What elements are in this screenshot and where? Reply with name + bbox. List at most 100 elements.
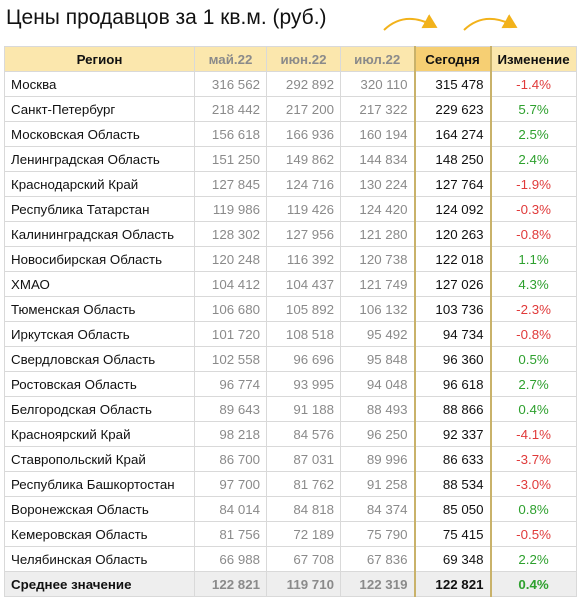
jul-cell: 67 836 — [340, 546, 415, 572]
region-cell: Краснодарский Край — [4, 171, 195, 197]
jun-cell: 84 576 — [266, 421, 341, 447]
change-cell: 2.5% — [490, 121, 577, 147]
change-cell: 0.4% — [490, 396, 577, 422]
jun-cell: 96 696 — [266, 346, 341, 372]
jul-cell: 130 224 — [340, 171, 415, 197]
region-cell: Московская Область — [4, 121, 195, 147]
today-cell: 88 534 — [413, 471, 492, 497]
region-cell: Иркутская Область — [4, 321, 195, 347]
may-cell: 156 618 — [194, 121, 267, 147]
may-cell: 84 014 — [194, 496, 267, 522]
change-cell: 0.5% — [490, 346, 577, 372]
jun-cell: 72 189 — [266, 521, 341, 547]
today-cell: 103 736 — [413, 296, 492, 322]
curved-arrow-icon — [463, 14, 518, 31]
jul-cell: 320 110 — [340, 71, 415, 97]
may-cell: 120 248 — [194, 246, 267, 272]
change-cell: -2.3% — [490, 296, 577, 322]
today-cell: 88 866 — [413, 396, 492, 422]
may-cell: 122 821 — [194, 571, 267, 597]
jun-cell: 292 892 — [266, 71, 341, 97]
today-cell: 122 821 — [413, 571, 492, 597]
jun-cell: 124 716 — [266, 171, 341, 197]
table-row: Московская Область 156 618 166 936 160 194 1… — [4, 121, 577, 147]
change-cell: 5.7% — [490, 96, 577, 122]
today-cell: 96 360 — [413, 346, 492, 372]
region-cell: Челябинская Область — [4, 546, 195, 572]
jul-cell: 160 194 — [340, 121, 415, 147]
today-cell: 164 274 — [413, 121, 492, 147]
jul-cell: 88 493 — [340, 396, 415, 422]
table-row: Челябинская Область 66 988 67 708 67 836 69 … — [4, 546, 577, 572]
table-row: Москва 316 562 292 892 320 110 315 478 -1.4% — [4, 71, 577, 97]
header-region: Регион — [4, 46, 195, 72]
may-cell: 86 700 — [194, 446, 267, 472]
today-cell: 96 618 — [413, 371, 492, 397]
may-cell: 104 412 — [194, 271, 267, 297]
change-cell: -3.7% — [490, 446, 577, 472]
change-cell: -4.1% — [490, 421, 577, 447]
jul-cell: 91 258 — [340, 471, 415, 497]
table-row: Кемеровская Область 81 756 72 189 75 790 75 … — [4, 521, 577, 547]
change-cell: 4.3% — [490, 271, 577, 297]
prices-table: Регион май.22 июн.22 июл.22 Сегодня Изме… — [4, 46, 577, 597]
today-cell: 127 764 — [413, 171, 492, 197]
may-cell: 98 218 — [194, 421, 267, 447]
change-cell: -3.0% — [490, 471, 577, 497]
region-cell: Ленинградская Область — [4, 146, 195, 172]
today-cell: 127 026 — [413, 271, 492, 297]
jul-cell: 120 738 — [340, 246, 415, 272]
table-row: Республика Башкортостан 97 700 81 762 91 25… — [4, 471, 577, 497]
table-row: Ростовская Область 96 774 93 995 94 048 96 6… — [4, 371, 577, 397]
jul-cell: 89 996 — [340, 446, 415, 472]
change-cell: -0.5% — [490, 521, 577, 547]
jun-cell: 166 936 — [266, 121, 341, 147]
may-cell: 128 302 — [194, 221, 267, 247]
table-row: Тюменская Область 106 680 105 892 106 132 10… — [4, 296, 577, 322]
jun-cell: 104 437 — [266, 271, 341, 297]
may-cell: 316 562 — [194, 71, 267, 97]
table-row: Республика Татарстан 119 986 119 426 124 42… — [4, 196, 577, 222]
table-row: Свердловская Область 102 558 96 696 95 848 9… — [4, 346, 577, 372]
jun-cell: 119 710 — [266, 571, 341, 597]
header-jul: июл.22 — [340, 46, 415, 72]
page-title: Цены продавцов за 1 кв.м. (руб.) — [6, 6, 327, 29]
today-cell: 122 018 — [413, 246, 492, 272]
jun-cell: 67 708 — [266, 546, 341, 572]
today-cell: 120 263 — [413, 221, 492, 247]
jul-cell: 121 749 — [340, 271, 415, 297]
today-cell: 315 478 — [413, 71, 492, 97]
table-row: Санкт-Петербург 218 442 217 200 217 322 229 … — [4, 96, 577, 122]
region-cell: Санкт-Петербург — [4, 96, 195, 122]
region-cell: Среднее значение — [4, 571, 195, 597]
change-cell: 1.1% — [490, 246, 577, 272]
today-cell: 75 415 — [413, 521, 492, 547]
change-cell: 2.4% — [490, 146, 577, 172]
table-row: Новосибирская Область 120 248 116 392 120 7… — [4, 246, 577, 272]
may-cell: 81 756 — [194, 521, 267, 547]
may-cell: 66 988 — [194, 546, 267, 572]
jul-cell: 96 250 — [340, 421, 415, 447]
change-cell: -0.8% — [490, 221, 577, 247]
region-cell: Новосибирская Область — [4, 246, 195, 272]
change-cell: -1.4% — [490, 71, 577, 97]
region-cell: Белгородская Область — [4, 396, 195, 422]
region-cell: Кемеровская Область — [4, 521, 195, 547]
may-cell: 101 720 — [194, 321, 267, 347]
jul-cell: 121 280 — [340, 221, 415, 247]
region-cell: Калининградская Область — [4, 221, 195, 247]
jun-cell: 116 392 — [266, 246, 341, 272]
region-cell: Свердловская Область — [4, 346, 195, 372]
region-cell: Красноярский Край — [4, 421, 195, 447]
jun-cell: 81 762 — [266, 471, 341, 497]
jul-cell: 84 374 — [340, 496, 415, 522]
may-cell: 97 700 — [194, 471, 267, 497]
may-cell: 102 558 — [194, 346, 267, 372]
today-cell: 69 348 — [413, 546, 492, 572]
jun-cell: 119 426 — [266, 196, 341, 222]
may-cell: 89 643 — [194, 396, 267, 422]
change-cell: -0.8% — [490, 321, 577, 347]
table-row: Ленинградская Область 151 250 149 862 144 8… — [4, 146, 577, 172]
jul-cell: 217 322 — [340, 96, 415, 122]
region-cell: Ростовская Область — [4, 371, 195, 397]
